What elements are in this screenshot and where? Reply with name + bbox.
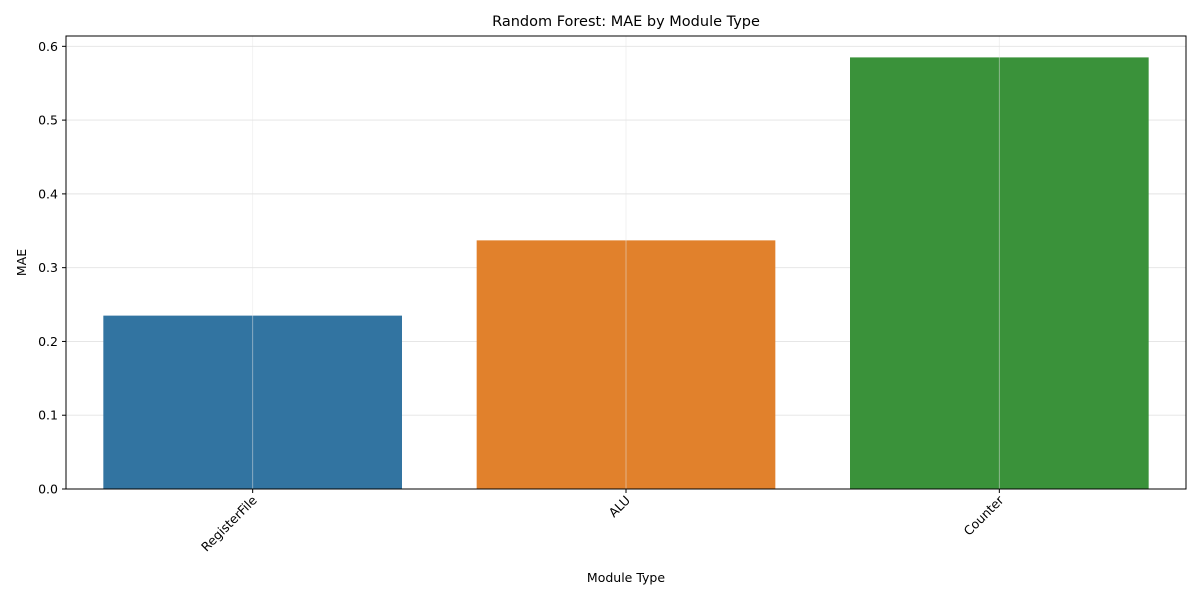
x-tick-label: RegisterFile bbox=[198, 492, 260, 554]
y-tick-label: 0.3 bbox=[38, 260, 58, 275]
x-tick-label: ALU bbox=[606, 493, 634, 521]
y-axis-ticks: 0.0 0.1 0.2 0.3 0.4 0.5 0.6 bbox=[38, 39, 66, 497]
chart-title: Random Forest: MAE by Module Type bbox=[492, 14, 760, 30]
y-tick-label: 0.0 bbox=[38, 482, 58, 497]
vertical-grid bbox=[252, 36, 1000, 489]
y-axis-label: MAE bbox=[14, 249, 29, 276]
y-tick-label: 0.2 bbox=[38, 334, 58, 349]
x-axis-label: Module Type bbox=[587, 570, 665, 585]
x-tick-label: Counter bbox=[961, 492, 1008, 539]
y-tick-label: 0.6 bbox=[38, 39, 58, 54]
y-tick-label: 0.1 bbox=[38, 408, 58, 423]
x-axis-ticks: RegisterFile ALU Counter bbox=[198, 489, 1007, 554]
y-tick-label: 0.5 bbox=[38, 113, 58, 128]
y-tick-label: 0.4 bbox=[38, 186, 58, 201]
